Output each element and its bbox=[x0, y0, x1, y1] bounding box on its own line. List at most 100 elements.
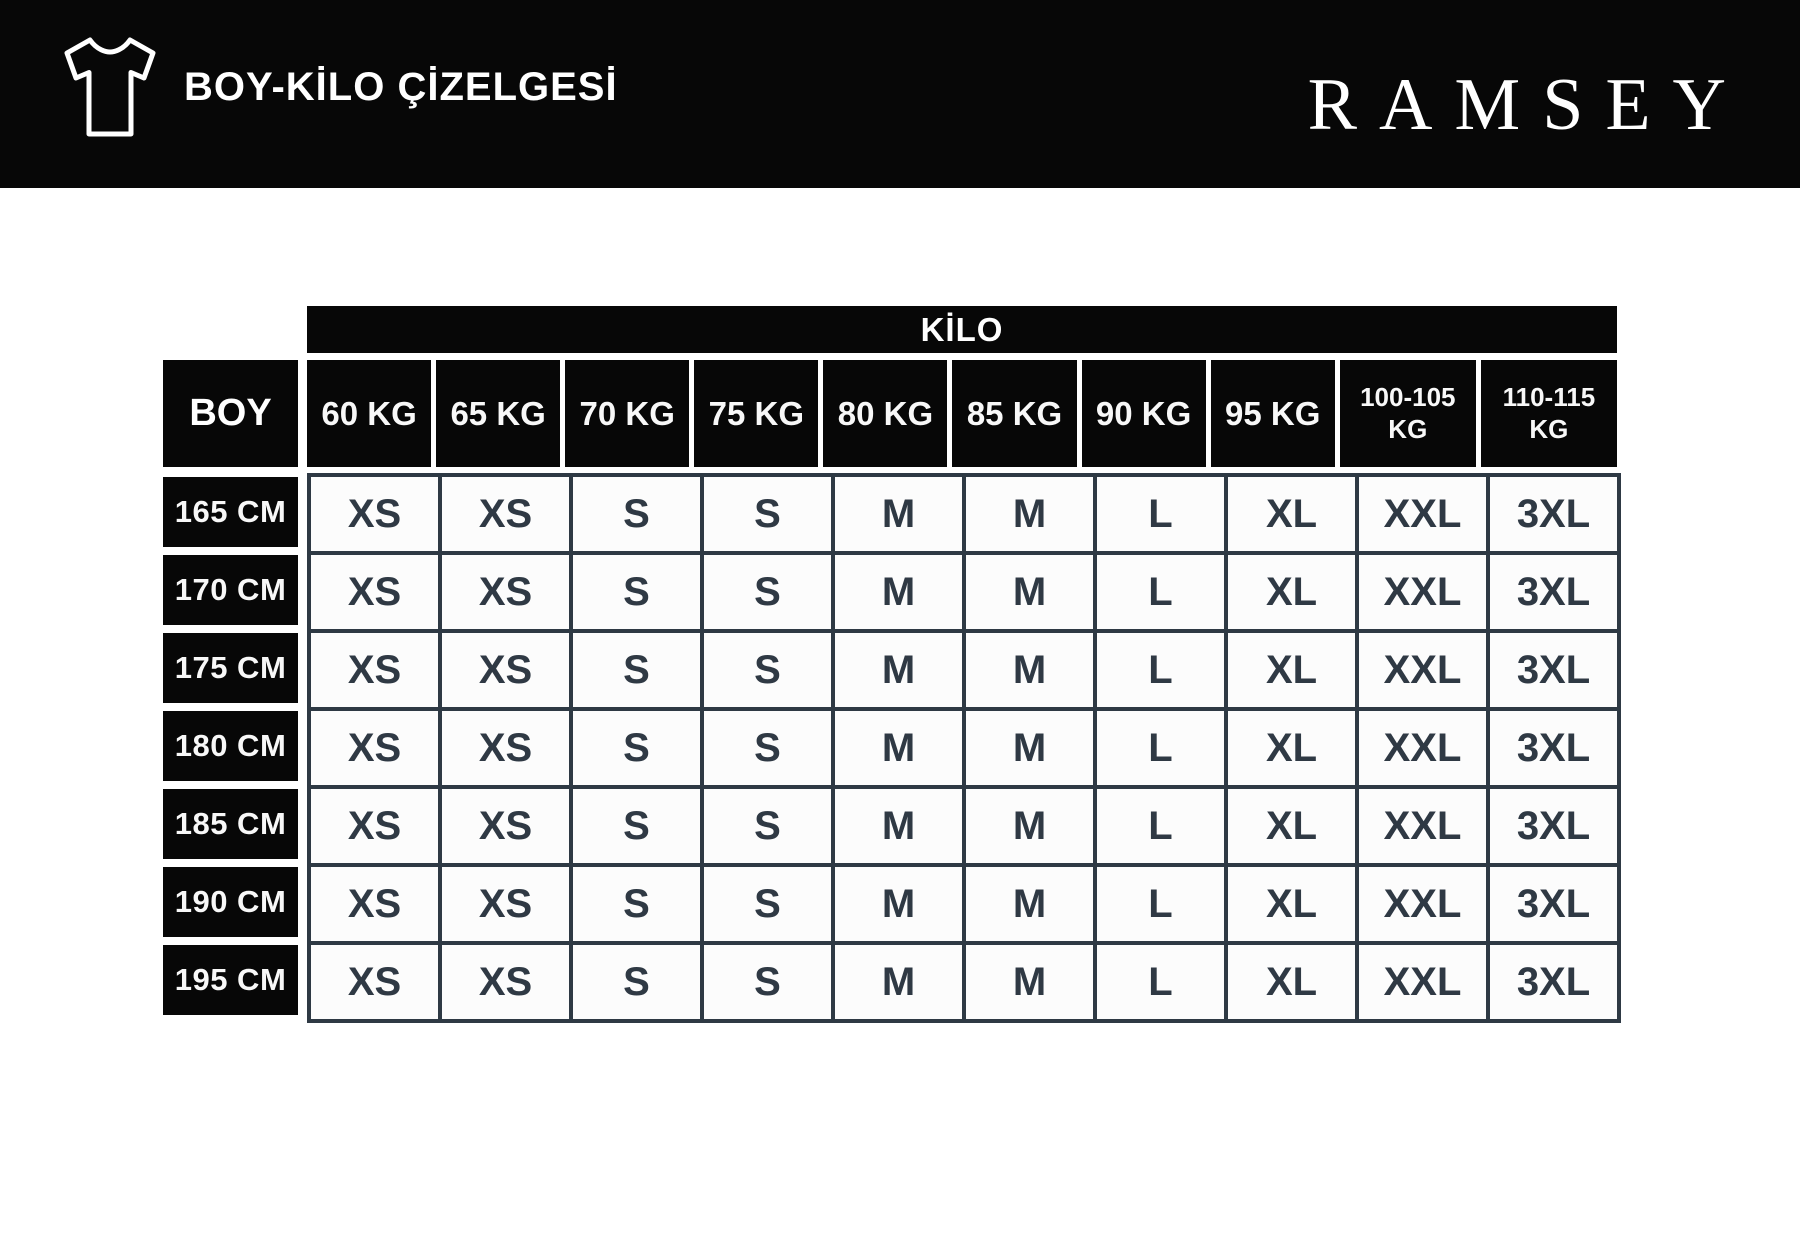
size-cell: XL bbox=[1224, 707, 1359, 789]
size-cell: XS bbox=[438, 941, 573, 1023]
weight-header-80kg: 80 KG bbox=[823, 360, 948, 467]
size-cell: XS bbox=[438, 863, 573, 945]
height-label-column: 165 CM 170 CM 175 CM 180 CM 185 CM 190 C… bbox=[163, 473, 298, 1019]
size-cell: S bbox=[700, 785, 835, 867]
size-cell: M bbox=[831, 707, 966, 789]
size-cell: XXL bbox=[1355, 941, 1490, 1023]
size-cell: XS bbox=[307, 551, 442, 633]
page-title: BOY-KİLO ÇİZELGESİ bbox=[184, 64, 618, 109]
weight-header-70kg: 70 KG bbox=[565, 360, 690, 467]
kilo-group-header: KİLO bbox=[307, 306, 1617, 353]
size-cell: 3XL bbox=[1486, 863, 1621, 945]
size-cell: L bbox=[1093, 785, 1228, 867]
table-row: XS XS S S M M L XL XXL 3XL bbox=[307, 629, 1621, 711]
weight-header-95kg: 95 KG bbox=[1210, 360, 1335, 467]
size-cell: M bbox=[831, 551, 966, 633]
size-cell: S bbox=[569, 863, 704, 945]
size-cell: XXL bbox=[1355, 551, 1490, 633]
height-label-190cm: 190 CM bbox=[163, 867, 298, 937]
size-cell: S bbox=[700, 707, 835, 789]
weight-header-90kg: 90 KG bbox=[1081, 360, 1206, 467]
weight-header-110-115kg: 110-115 KG bbox=[1480, 360, 1617, 467]
height-label-180cm: 180 CM bbox=[163, 711, 298, 781]
size-cell: S bbox=[700, 941, 835, 1023]
size-cell: XS bbox=[438, 785, 573, 867]
size-cell: XS bbox=[307, 863, 442, 945]
size-cell: S bbox=[700, 629, 835, 711]
table-row: XS XS S S M M L XL XXL 3XL bbox=[307, 551, 1621, 633]
table-row: XS XS S S M M L XL XXL 3XL bbox=[307, 473, 1621, 555]
table-row: XS XS S S M M L XL XXL 3XL bbox=[307, 785, 1621, 867]
weight-header-75kg: 75 KG bbox=[694, 360, 819, 467]
size-cell: L bbox=[1093, 941, 1228, 1023]
size-cell: XXL bbox=[1355, 863, 1490, 945]
size-cell: M bbox=[962, 629, 1097, 711]
table-row: XS XS S S M M L XL XXL 3XL bbox=[307, 941, 1621, 1023]
height-label-195cm: 195 CM bbox=[163, 945, 298, 1015]
size-cell: 3XL bbox=[1486, 941, 1621, 1023]
size-cell: M bbox=[962, 785, 1097, 867]
header-banner: BOY-KİLO ÇİZELGESİ RAMSEY bbox=[0, 0, 1800, 188]
weight-header-60kg: 60 KG bbox=[307, 360, 432, 467]
size-cell: XL bbox=[1224, 551, 1359, 633]
size-cell: XXL bbox=[1355, 707, 1490, 789]
size-cell: M bbox=[962, 551, 1097, 633]
size-cell: XS bbox=[307, 473, 442, 555]
size-cell: XXL bbox=[1355, 473, 1490, 555]
size-cell: M bbox=[831, 941, 966, 1023]
size-cell: XS bbox=[307, 629, 442, 711]
size-cell: XXL bbox=[1355, 785, 1490, 867]
tshirt-icon bbox=[64, 37, 156, 137]
weight-header-65kg: 65 KG bbox=[436, 360, 561, 467]
size-cell: XXL bbox=[1355, 629, 1490, 711]
size-cell: S bbox=[569, 473, 704, 555]
size-cell: S bbox=[569, 941, 704, 1023]
size-cell: M bbox=[962, 941, 1097, 1023]
height-label-175cm: 175 CM bbox=[163, 633, 298, 703]
size-cell: M bbox=[962, 473, 1097, 555]
size-cell: 3XL bbox=[1486, 629, 1621, 711]
banner-left-group: BOY-KİLO ÇİZELGESİ bbox=[62, 34, 618, 140]
size-cell: M bbox=[831, 785, 966, 867]
size-cell: L bbox=[1093, 863, 1228, 945]
size-cell: L bbox=[1093, 551, 1228, 633]
size-cell: S bbox=[569, 551, 704, 633]
height-label-185cm: 185 CM bbox=[163, 789, 298, 859]
boy-row-header: BOY bbox=[163, 360, 298, 467]
size-cell: XS bbox=[307, 941, 442, 1023]
size-grid: XS XS S S M M L XL XXL 3XL XS XS S S M M… bbox=[307, 473, 1621, 1023]
table-row: XS XS S S M M L XL XXL 3XL bbox=[307, 863, 1621, 945]
weight-header-100-105kg: 100-105 KG bbox=[1339, 360, 1476, 467]
size-cell: S bbox=[700, 473, 835, 555]
size-cell: XL bbox=[1224, 785, 1359, 867]
size-cell: S bbox=[569, 707, 704, 789]
size-cell: XS bbox=[438, 707, 573, 789]
size-cell: XS bbox=[438, 629, 573, 711]
size-cell: M bbox=[831, 863, 966, 945]
size-cell: XL bbox=[1224, 473, 1359, 555]
height-label-170cm: 170 CM bbox=[163, 555, 298, 625]
size-cell: M bbox=[831, 473, 966, 555]
weight-header-row: 60 KG 65 KG 70 KG 75 KG 80 KG 85 KG 90 K… bbox=[307, 360, 1617, 467]
size-cell: 3XL bbox=[1486, 551, 1621, 633]
size-cell: L bbox=[1093, 629, 1228, 711]
height-label-165cm: 165 CM bbox=[163, 477, 298, 547]
size-cell: XS bbox=[307, 785, 442, 867]
brand-logo: RAMSEY bbox=[1307, 64, 1748, 146]
size-cell: XL bbox=[1224, 629, 1359, 711]
size-cell: XL bbox=[1224, 941, 1359, 1023]
table-row: XS XS S S M M L XL XXL 3XL bbox=[307, 707, 1621, 789]
size-cell: 3XL bbox=[1486, 707, 1621, 789]
size-cell: S bbox=[569, 629, 704, 711]
weight-header-85kg: 85 KG bbox=[952, 360, 1077, 467]
size-cell: M bbox=[962, 863, 1097, 945]
size-cell: S bbox=[700, 863, 835, 945]
size-cell: M bbox=[831, 629, 966, 711]
size-cell: S bbox=[569, 785, 704, 867]
size-cell: 3XL bbox=[1486, 785, 1621, 867]
size-cell: XL bbox=[1224, 863, 1359, 945]
size-cell: L bbox=[1093, 473, 1228, 555]
size-cell: XS bbox=[438, 473, 573, 555]
size-cell: M bbox=[962, 707, 1097, 789]
